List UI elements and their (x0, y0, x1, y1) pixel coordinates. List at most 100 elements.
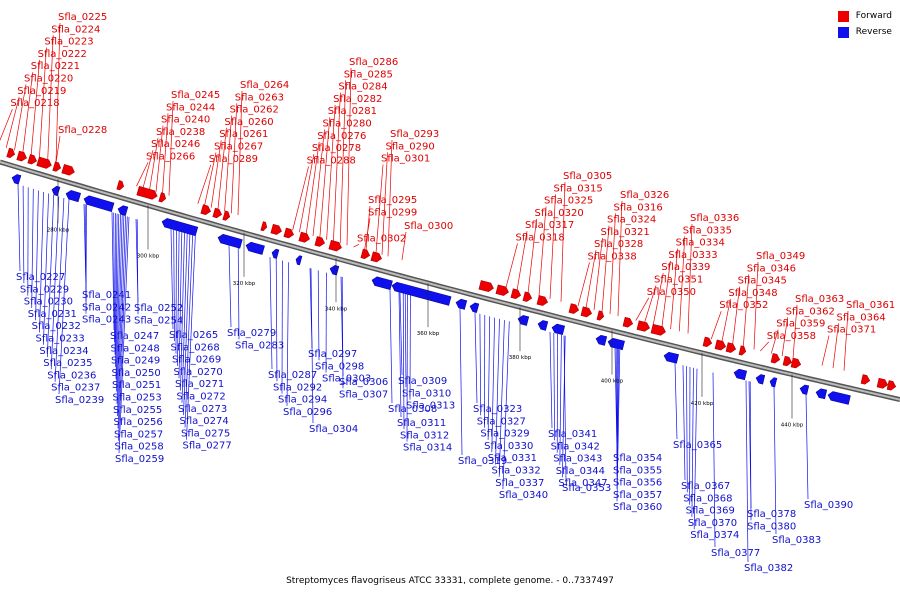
forward-gene-40 (886, 380, 897, 391)
leader-line (401, 231, 407, 261)
leader-line (50, 196, 60, 370)
reverse-gene-5 (161, 218, 199, 237)
reverse-label-Sfla_0237: Sfla_0237 (51, 383, 100, 394)
forward-label-Sfla_0238: Sfla_0238 (156, 127, 205, 138)
leader-line (832, 323, 839, 369)
forward-label-Sfla_0302: Sfla_0302 (357, 233, 406, 244)
reverse-gene-0 (11, 174, 22, 185)
forward-gene-36 (782, 355, 793, 367)
forward-label-Sfla_0321: Sfla_0321 (601, 227, 650, 238)
leader-line (498, 320, 505, 477)
leader-line (197, 164, 212, 204)
forward-label-Sfla_0364: Sfla_0364 (837, 312, 886, 323)
leader-line (136, 162, 149, 187)
reverse-gene-24 (799, 384, 810, 395)
axis-tick-label: 400 kbp (601, 379, 624, 385)
leader-line (585, 250, 597, 309)
reverse-label-Sfla_0273: Sfla_0273 (178, 404, 227, 415)
leader-line (559, 334, 562, 465)
leader-line (560, 181, 566, 302)
forward-label-Sfla_0326: Sfla_0326 (620, 190, 669, 201)
forward-label-Sfla_0223: Sfla_0223 (44, 37, 93, 48)
reverse-gene-17 (551, 323, 566, 336)
reverse-label-Sfla_0382: Sfla_0382 (744, 563, 793, 574)
leader-line (487, 316, 491, 440)
forward-label-Sfla_0339: Sfla_0339 (661, 262, 710, 273)
forward-gene-12 (260, 221, 268, 232)
leader-line (317, 270, 320, 361)
reverse-label-Sfla_0227: Sfla_0227 (16, 272, 65, 283)
forward-label-Sfla_0338: Sfla_0338 (588, 252, 637, 263)
forward-label-Sfla_0359: Sfla_0359 (776, 319, 825, 330)
forward-label-Sfla_0371: Sfla_0371 (827, 325, 876, 336)
reverse-gene-22 (755, 374, 766, 385)
leader-line (749, 381, 752, 521)
leader-line (310, 268, 314, 424)
reverse-gene-6 (217, 233, 243, 249)
reverse-label-Sfla_0390: Sfla_0390 (804, 500, 853, 511)
genome-backbone-highlight (0, 161, 900, 401)
leader-line (661, 260, 671, 328)
leader-line (17, 184, 21, 272)
forward-gene-8 (158, 192, 167, 203)
leader-line (577, 262, 590, 307)
reverse-label-Sfla_0314: Sfla_0314 (403, 443, 452, 454)
reverse-label-Sfla_0250: Sfla_0250 (112, 368, 161, 379)
leader-line (237, 90, 243, 216)
leader-line (538, 206, 547, 297)
leader-line (186, 236, 196, 440)
reverse-label-Sfla_0239: Sfla_0239 (55, 395, 104, 406)
forward-label-Sfla_0350: Sfla_0350 (647, 287, 696, 298)
forward-label-Sfla_0281: Sfla_0281 (328, 106, 377, 117)
reverse-label-Sfla_0234: Sfla_0234 (39, 346, 88, 357)
forward-label-Sfla_0246: Sfla_0246 (151, 139, 200, 150)
reverse-label-Sfla_0329: Sfla_0329 (480, 429, 529, 440)
leader-line (693, 368, 698, 530)
reverse-label-Sfla_0256: Sfla_0256 (114, 417, 163, 428)
reverse-label-Sfla_0243: Sfla_0243 (82, 315, 131, 326)
reverse-label-Sfla_0374: Sfla_0374 (690, 530, 739, 541)
forward-label-Sfla_0218: Sfla_0218 (10, 98, 59, 109)
leader-line (339, 80, 347, 244)
leader-line (136, 219, 139, 315)
leader-line (115, 214, 120, 380)
reverse-label-Sfla_0332: Sfla_0332 (492, 466, 541, 477)
forward-label-Sfla_0240: Sfla_0240 (161, 115, 210, 126)
reverse-label-Sfla_0253: Sfla_0253 (113, 393, 162, 404)
leader-line (333, 92, 341, 242)
reverse-label-Sfla_0331: Sfla_0331 (488, 453, 537, 464)
reverse-label-Sfla_0294: Sfla_0294 (278, 395, 327, 406)
forward-label-Sfla_0358: Sfla_0358 (767, 331, 816, 342)
reverse-label-Sfla_0357: Sfla_0357 (613, 490, 662, 501)
forward-label-Sfla_0261: Sfla_0261 (219, 129, 268, 140)
reverse-label-Sfla_0242: Sfla_0242 (82, 302, 131, 313)
leader-line (678, 236, 686, 332)
reverse-label-Sfla_0229: Sfla_0229 (20, 284, 69, 295)
reverse-label-Sfla_0248: Sfla_0248 (111, 343, 160, 354)
reverse-gene-16 (537, 320, 549, 331)
leader-line (118, 217, 130, 454)
forward-gene-20 (478, 280, 494, 292)
reverse-label-Sfla_0232: Sfla_0232 (32, 321, 81, 332)
leader-line (204, 152, 217, 206)
axis-tick-label: 360 kbp (417, 331, 440, 337)
forward-label-Sfla_0345: Sfla_0345 (738, 276, 787, 287)
reverse-label-Sfla_0344: Sfla_0344 (556, 466, 605, 477)
reverse-label-Sfla_0367: Sfla_0367 (681, 481, 730, 492)
leader-line (617, 200, 623, 317)
leader-line (353, 243, 360, 248)
forward-label-Sfla_0293: Sfla_0293 (390, 129, 439, 140)
leader-line (691, 367, 694, 517)
reverse-label-Sfla_0251: Sfla_0251 (112, 380, 161, 391)
forward-gene-9 (200, 204, 211, 215)
leader-line (491, 317, 495, 453)
forward-gene-0 (6, 147, 16, 158)
leader-line (299, 154, 315, 233)
reverse-label-Sfla_0354: Sfla_0354 (613, 453, 662, 464)
forward-gene-21 (495, 284, 509, 296)
reverse-label-Sfla_0235: Sfla_0235 (43, 358, 92, 369)
reverse-label-Sfla_0292: Sfla_0292 (273, 382, 322, 393)
forward-gene-2 (27, 154, 37, 165)
leader-line (177, 231, 180, 366)
leader-line (116, 215, 123, 404)
